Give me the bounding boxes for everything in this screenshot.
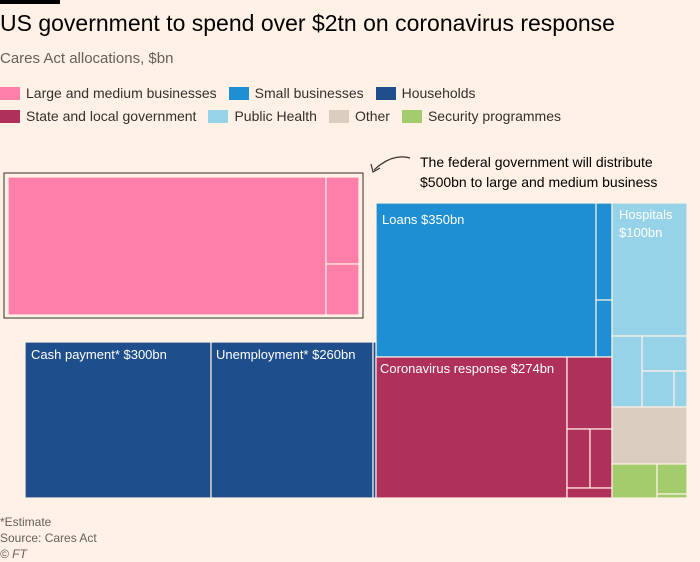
treemap-cell-loans [375, 202, 597, 358]
legend-label: Households [401, 85, 476, 101]
legend-item-households: Households [375, 85, 476, 101]
treemap-cell-state-local-sub [566, 487, 613, 499]
annotation-line-2: $500bn to large and medium business [420, 174, 657, 190]
source-note: Source: Cares Act [0, 531, 97, 545]
legend-item-state-local-government: State and local government [0, 108, 196, 124]
treemap-cell-cash-payment [24, 341, 212, 499]
treemap-cell-state-local-sub [566, 356, 613, 430]
cell-label-coronavirus-response: Coronavirus response $274bn [380, 361, 554, 376]
legend-item-small-businesses: Small businesses [228, 85, 364, 101]
treemap-cell-small-business-sub [595, 299, 613, 358]
legend-swatch [375, 86, 396, 100]
treemap-cell-public-health-sub [673, 370, 688, 408]
treemap-cell-state-local-sub [566, 428, 591, 489]
treemap-cell-security-sub [656, 463, 688, 495]
treemap-cell-large-medium-sub [325, 263, 360, 316]
legend-swatch [0, 109, 20, 123]
legend-item-large-medium-businesses: Large and medium businesses [0, 85, 217, 101]
chart-notes: *Estimate Source: Cares Act © FT [0, 514, 97, 562]
treemap-cell-hospitals [611, 202, 688, 337]
treemap-cell-coronavirus-response [375, 356, 568, 499]
chart-subtitle: Cares Act allocations, $bn [0, 50, 174, 67]
cell-label-cash-payment: Cash payment* $300bn [31, 347, 167, 362]
legend-swatch [401, 109, 422, 123]
annotation-line-1: The federal government will distribute [420, 154, 653, 170]
cell-label-loans: Loans $350bn [382, 212, 464, 227]
treemap-cell-unemployment [210, 341, 374, 499]
legend-swatch [328, 109, 349, 123]
cell-label-unemployment: Unemployment* $260bn [216, 347, 355, 362]
legend-item-other: Other [328, 108, 390, 124]
legend-row-2: State and local government Public Health… [0, 108, 573, 124]
legend-label: Other [354, 108, 390, 124]
cell-label-hospitals: Hospitals $100bn [619, 207, 676, 240]
legend-swatch [208, 109, 229, 123]
estimate-note: *Estimate [0, 515, 52, 529]
treemap-cell-other [611, 406, 688, 465]
treemap-cell-large-medium-sub [325, 176, 360, 265]
legend-item-security-programmes: Security programmes [401, 108, 562, 124]
legend-label: Public Health [234, 108, 317, 124]
legend-label: Large and medium businesses [26, 85, 217, 101]
legend-swatch [0, 86, 20, 100]
annotation-arrowhead [370, 163, 381, 173]
legend-label: State and local government [26, 108, 197, 124]
legend-label: Security programmes [427, 108, 562, 124]
treemap-cell-large-medium-main [7, 176, 327, 316]
treemap-cell-public-health-sub [641, 335, 688, 372]
legend-row-1: Large and medium businesses Small busine… [0, 85, 488, 101]
treemap-cell-large-medium-businesses [3, 172, 364, 319]
ft-top-bar [0, 0, 60, 4]
treemap-cell-security-programmes [611, 463, 658, 499]
annotation-arrow [373, 156, 411, 171]
legend-swatch [228, 86, 249, 100]
legend-item-public-health: Public Health [208, 108, 317, 124]
treemap-cell-small-business-sub [595, 202, 613, 301]
legend-label: Small businesses [254, 85, 364, 101]
copyright: © FT [0, 547, 27, 561]
treemap-cell-public-health-sub [641, 370, 675, 408]
chart-title: US government to spend over $2tn on coro… [0, 10, 615, 36]
treemap-cell-security-sub [656, 493, 688, 499]
treemap-cell-public-health-sub [611, 335, 643, 408]
treemap-cell-state-local-sub [589, 428, 613, 489]
